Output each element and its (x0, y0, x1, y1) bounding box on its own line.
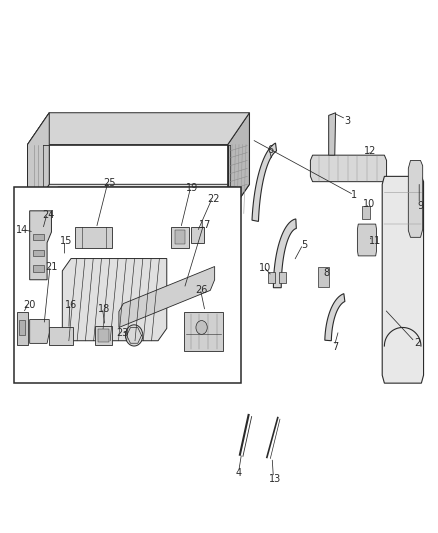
Text: 5: 5 (301, 240, 307, 251)
Polygon shape (28, 113, 49, 216)
Polygon shape (228, 113, 250, 216)
Polygon shape (318, 266, 328, 287)
Polygon shape (28, 184, 250, 216)
Polygon shape (191, 227, 204, 243)
Text: 10: 10 (363, 199, 375, 209)
Text: 8: 8 (324, 268, 330, 278)
Polygon shape (62, 259, 167, 341)
Polygon shape (328, 113, 336, 155)
Polygon shape (325, 294, 345, 341)
Polygon shape (33, 249, 44, 256)
Polygon shape (273, 219, 297, 288)
Text: 21: 21 (45, 262, 58, 271)
Text: 1: 1 (351, 190, 357, 200)
Text: 15: 15 (60, 236, 72, 246)
Polygon shape (95, 326, 113, 345)
Polygon shape (98, 329, 110, 342)
Text: 17: 17 (199, 220, 211, 230)
Circle shape (125, 325, 143, 346)
Polygon shape (357, 224, 377, 256)
Text: 24: 24 (42, 209, 55, 220)
Polygon shape (171, 227, 188, 248)
Polygon shape (382, 176, 424, 383)
FancyBboxPatch shape (14, 187, 241, 383)
Polygon shape (184, 312, 223, 351)
Polygon shape (28, 113, 49, 216)
Text: 6: 6 (267, 145, 273, 155)
Polygon shape (17, 312, 28, 345)
Circle shape (196, 320, 207, 334)
Polygon shape (41, 187, 237, 214)
Polygon shape (408, 160, 423, 237)
Text: 18: 18 (98, 304, 110, 314)
Polygon shape (28, 113, 250, 144)
Text: 12: 12 (364, 146, 377, 156)
Text: 9: 9 (417, 200, 424, 211)
Polygon shape (19, 319, 25, 335)
Polygon shape (252, 143, 276, 221)
Text: 26: 26 (195, 285, 208, 295)
Polygon shape (175, 230, 185, 244)
Polygon shape (49, 327, 73, 345)
Text: 20: 20 (24, 300, 36, 310)
Text: 14: 14 (16, 225, 28, 236)
Polygon shape (75, 227, 113, 248)
Text: 16: 16 (65, 300, 77, 310)
Polygon shape (119, 266, 215, 327)
Polygon shape (30, 211, 51, 280)
Text: 3: 3 (344, 116, 350, 126)
Polygon shape (33, 265, 44, 272)
Polygon shape (33, 233, 44, 240)
Text: 2: 2 (414, 338, 420, 349)
Polygon shape (311, 155, 387, 182)
Text: 7: 7 (332, 342, 339, 352)
Polygon shape (268, 272, 275, 284)
Polygon shape (362, 206, 371, 219)
Polygon shape (30, 319, 49, 343)
Text: 25: 25 (103, 177, 116, 188)
Text: 23: 23 (116, 328, 129, 338)
Text: 19: 19 (186, 183, 198, 193)
Text: 4: 4 (236, 469, 242, 478)
Text: 10: 10 (258, 263, 271, 272)
Text: 13: 13 (268, 474, 281, 483)
Text: 22: 22 (208, 193, 220, 204)
Polygon shape (279, 272, 286, 284)
Text: 11: 11 (369, 236, 381, 246)
